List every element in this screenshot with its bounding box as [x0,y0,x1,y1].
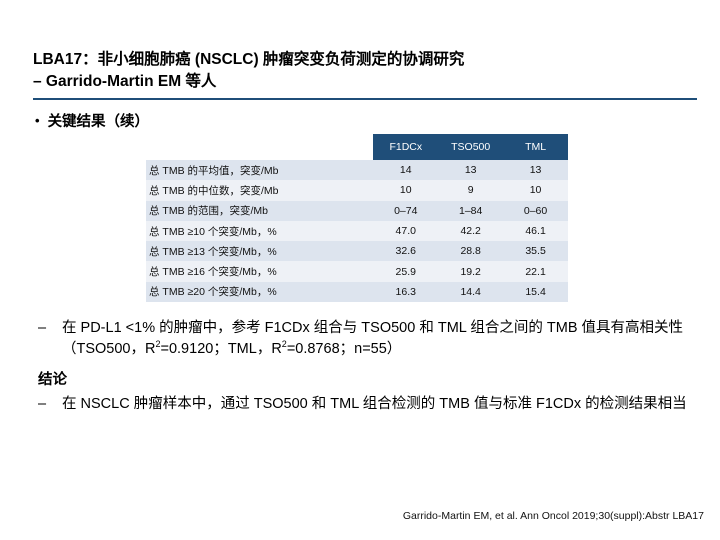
correlation-note: – 在 PD-L1 <1% 的肿瘤中，参考 F1CDx 组合与 TSO500 和… [38,318,698,360]
cell-f1cdx: 32.6 [373,241,439,262]
table-row: 总 TMB ≥16 个突变/Mb，% 25.9 19.2 22.1 [146,261,568,282]
table-header-tso500: TSO500 [438,134,504,160]
table-header-tml: TML [503,134,568,160]
note-text: 在 PD-L1 <1% 的肿瘤中，参考 F1CDx 组合与 TSO500 和 T… [62,318,698,360]
conclusion-heading: 结论 [38,372,67,388]
table-header-f1cdx: F1DCx [373,134,439,160]
conclusion-text: 在 NSCLC 肿瘤样本中，通过 TSO500 和 TML 组合检测的 TMB … [62,396,687,412]
title-divider [33,98,697,100]
table-row: 总 TMB ≥13 个突变/Mb，% 32.6 28.8 35.5 [146,241,568,262]
row-label: 总 TMB ≥10 个突变/Mb，% [146,220,374,242]
slide-title: LBA17：非小细胞肺癌 (NSCLC) 肿瘤突变负荷测定的协调研究 – Gar… [33,49,693,93]
cell-tso500: 14.4 [438,281,504,303]
results-table: F1DCx TSO500 TML 总 TMB 的平均值，突变/Mb 14 13 … [146,134,568,303]
table-row: 总 TMB 的范围，突变/Mb 0–74 1–84 0–60 [146,200,568,221]
table-row: 总 TMB ≥10 个突变/Mb，% 47.0 42.2 46.1 [146,220,568,242]
cell-tso500: 19.2 [438,261,504,282]
row-label: 总 TMB ≥20 个突变/Mb，% [146,281,374,303]
cell-tml: 22.1 [503,261,568,282]
table-row: 总 TMB 的平均值，突变/Mb 14 13 13 [146,160,568,181]
row-label: 总 TMB 的平均值，突变/Mb [146,160,374,181]
row-label: 总 TMB ≥16 个突变/Mb，% [146,261,374,282]
cell-tso500: 1–84 [438,200,504,221]
table-header-row: F1DCx TSO500 TML [146,134,568,160]
table-row: 总 TMB ≥20 个突变/Mb，% 16.3 14.4 15.4 [146,281,568,303]
cell-tso500: 9 [438,180,504,201]
note-part1: 在 PD-L1 <1% 的肿瘤中，参考 F1CDx 组合与 TSO500 和 T… [62,320,684,357]
row-label: 总 TMB 的范围，突变/Mb [146,200,374,221]
cell-tml: 15.4 [503,281,568,303]
cell-tml: 35.5 [503,241,568,262]
cell-f1cdx: 25.9 [373,261,439,282]
table-header-blank [146,134,374,160]
cell-tso500: 28.8 [438,241,504,262]
slide-title-line2: – Garrido-Martin EM 等人 [33,73,217,90]
cell-tml: 46.1 [503,220,568,242]
cell-f1cdx: 16.3 [373,281,439,303]
cell-f1cdx: 10 [373,180,439,201]
note-part3: =0.8768；n=55） [286,341,402,357]
cell-tso500: 13 [438,160,504,181]
slide-title-line1: LBA17：非小细胞肺癌 (NSCLC) 肿瘤突变负荷测定的协调研究 [33,51,465,68]
cell-tml: 10 [503,180,568,201]
table-row: 总 TMB 的中位数，突变/Mb 10 9 10 [146,180,568,201]
cell-tso500: 42.2 [438,220,504,242]
cell-f1cdx: 47.0 [373,220,439,242]
cell-tml: 0–60 [503,200,568,221]
note-sup1: 2 [155,339,161,350]
cell-f1cdx: 14 [373,160,439,181]
note-dash: – [38,320,47,336]
conclusion-item: – 在 NSCLC 肿瘤样本中，通过 TSO500 和 TML 组合检测的 TM… [38,394,698,415]
citation: Garrido-Martin EM, et al. Ann Oncol 2019… [402,510,704,522]
section-heading-label: 关键结果（续） [47,114,150,130]
note-part2: =0.9120；TML，R [160,341,282,357]
note-sup2: 2 [281,339,287,350]
bullet-icon: • [35,113,40,128]
cell-tml: 13 [503,160,568,181]
section-heading: • 关键结果（续） [35,110,149,131]
row-label: 总 TMB ≥13 个突变/Mb，% [146,241,374,262]
cell-f1cdx: 0–74 [373,200,439,221]
row-label: 总 TMB 的中位数，突变/Mb [146,180,374,201]
conclusion-dash: – [38,396,47,412]
